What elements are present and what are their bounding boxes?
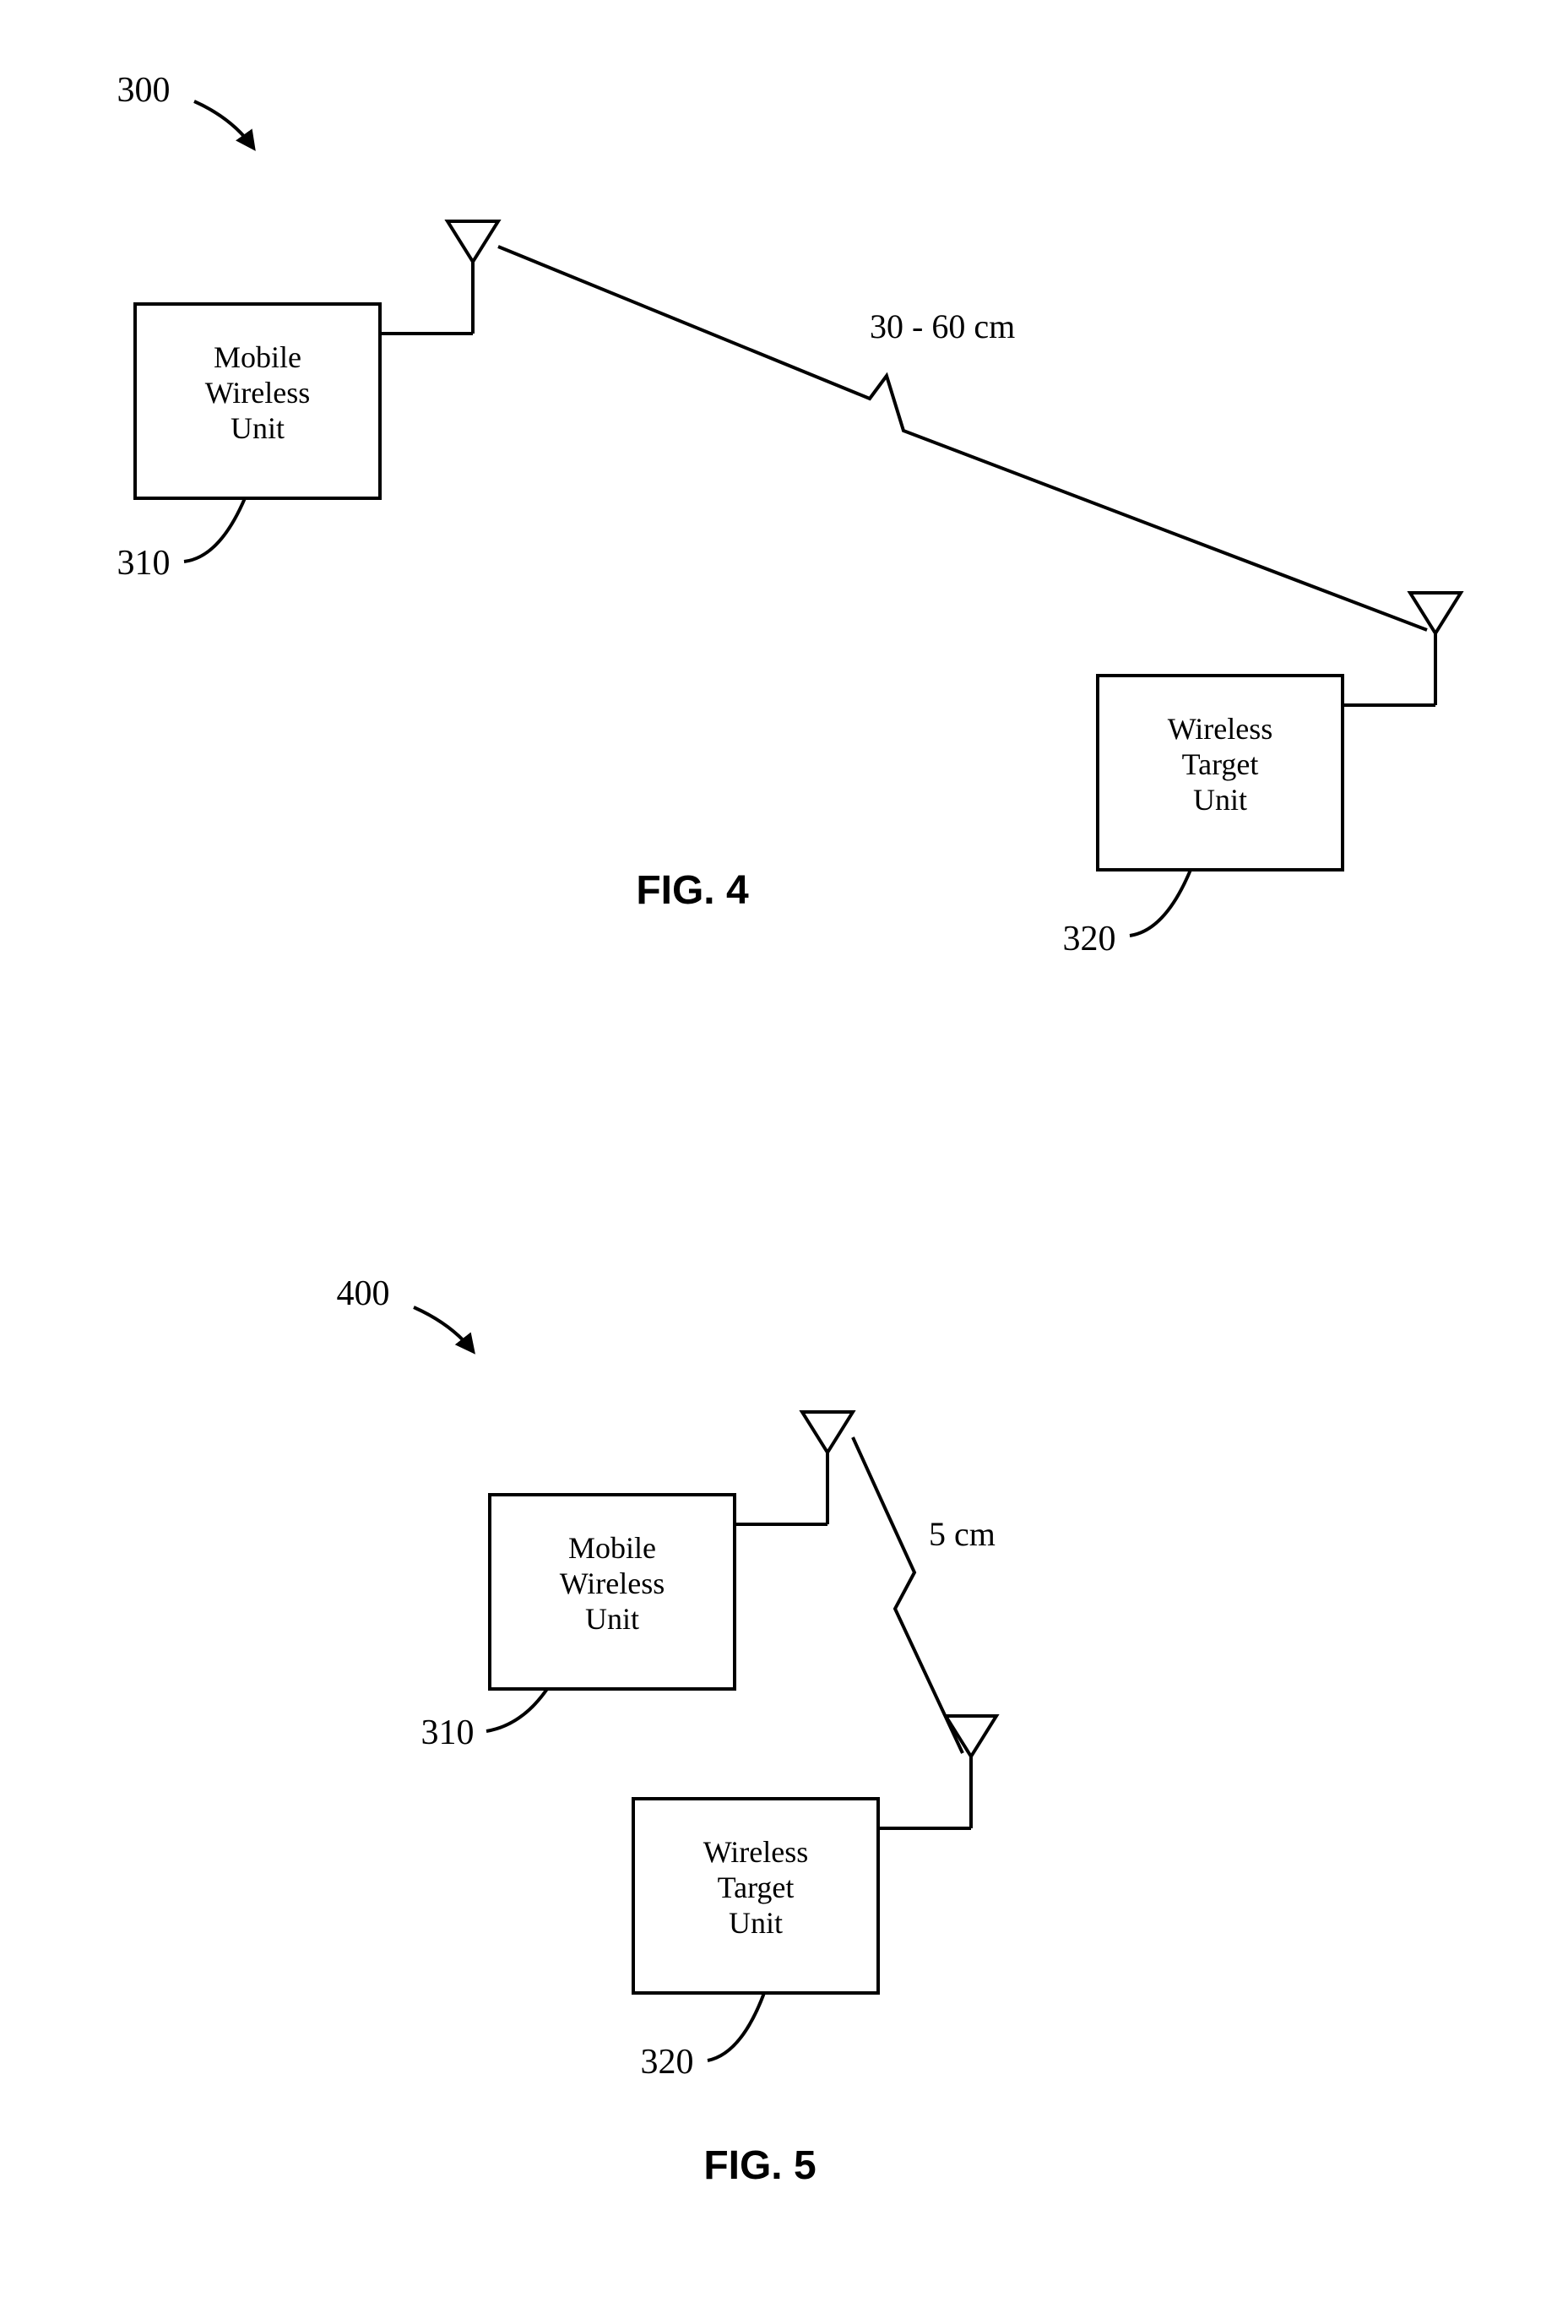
fig4-link-line [498,247,1427,630]
fig4-distance-label: 30 - 60 cm [870,307,1015,345]
fig5-distance-label: 5 cm [929,1515,996,1553]
fig5-mobile-ref-callout [486,1689,547,1731]
fig4-mobile-ref-callout [184,498,245,562]
fig5-target-ref-callout [708,1993,764,2061]
fig5-target-ref: 320 [641,2043,694,2082]
fig4-target-ref-callout [1130,870,1191,936]
fig4-ref-top-arrow [194,101,253,148]
fig4-figure-title: FIG. 4 [636,868,749,913]
fig4-mobile-ref: 310 [117,544,171,583]
fig5-ref-top-arrow [414,1307,473,1351]
fig5-mobile-ref: 310 [421,1713,475,1752]
fig4-mobile-antenna-cone-icon [448,221,498,262]
fig5-mobile-antenna-cone-icon [802,1412,853,1452]
fig5-figure-title: FIG. 5 [703,2143,816,2188]
fig5-link-line [853,1437,963,1753]
fig4-ref-top: 300 [117,71,171,110]
fig5-ref-top: 400 [337,1274,390,1313]
fig4-target-ref: 320 [1063,920,1116,958]
